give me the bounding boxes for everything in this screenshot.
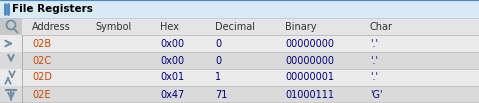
Text: 'G': 'G' bbox=[370, 90, 383, 99]
Bar bbox=[0, 35, 22, 52]
Text: 0x00: 0x00 bbox=[160, 39, 184, 49]
Text: '.': '.' bbox=[370, 73, 378, 83]
Text: 0x00: 0x00 bbox=[160, 56, 184, 66]
Bar bbox=[0, 86, 22, 103]
Text: '.': '.' bbox=[370, 39, 378, 49]
Text: Address: Address bbox=[32, 22, 71, 32]
Text: '.': '.' bbox=[370, 56, 378, 66]
Text: 02C: 02C bbox=[32, 56, 51, 66]
Bar bbox=[0, 18, 22, 35]
Bar bbox=[0, 69, 22, 86]
Text: Decimal: Decimal bbox=[215, 22, 255, 32]
Text: 02B: 02B bbox=[32, 39, 51, 49]
Bar bbox=[0, 52, 479, 69]
Bar bbox=[0, 35, 479, 52]
Text: 00000000: 00000000 bbox=[285, 56, 334, 66]
Text: Symbol: Symbol bbox=[95, 22, 131, 32]
Text: 0x47: 0x47 bbox=[160, 90, 184, 99]
Text: 00000000: 00000000 bbox=[285, 39, 334, 49]
Text: 0: 0 bbox=[215, 39, 221, 49]
Text: Char: Char bbox=[370, 22, 393, 32]
Text: 01000111: 01000111 bbox=[285, 90, 334, 99]
Bar bbox=[0, 0, 479, 18]
Bar bbox=[0, 18, 479, 35]
Text: Binary: Binary bbox=[285, 22, 317, 32]
Text: Hex: Hex bbox=[160, 22, 179, 32]
Bar bbox=[0, 52, 22, 69]
Text: 00000001: 00000001 bbox=[285, 73, 334, 83]
Text: 0x01: 0x01 bbox=[160, 73, 184, 83]
Bar bbox=[0, 86, 479, 103]
Text: 71: 71 bbox=[215, 90, 228, 99]
Text: 02D: 02D bbox=[32, 73, 52, 83]
Text: 1: 1 bbox=[215, 73, 221, 83]
Text: File Registers: File Registers bbox=[12, 4, 93, 14]
Text: 02E: 02E bbox=[32, 90, 50, 99]
Text: 0: 0 bbox=[215, 56, 221, 66]
Bar bbox=[0, 69, 479, 86]
